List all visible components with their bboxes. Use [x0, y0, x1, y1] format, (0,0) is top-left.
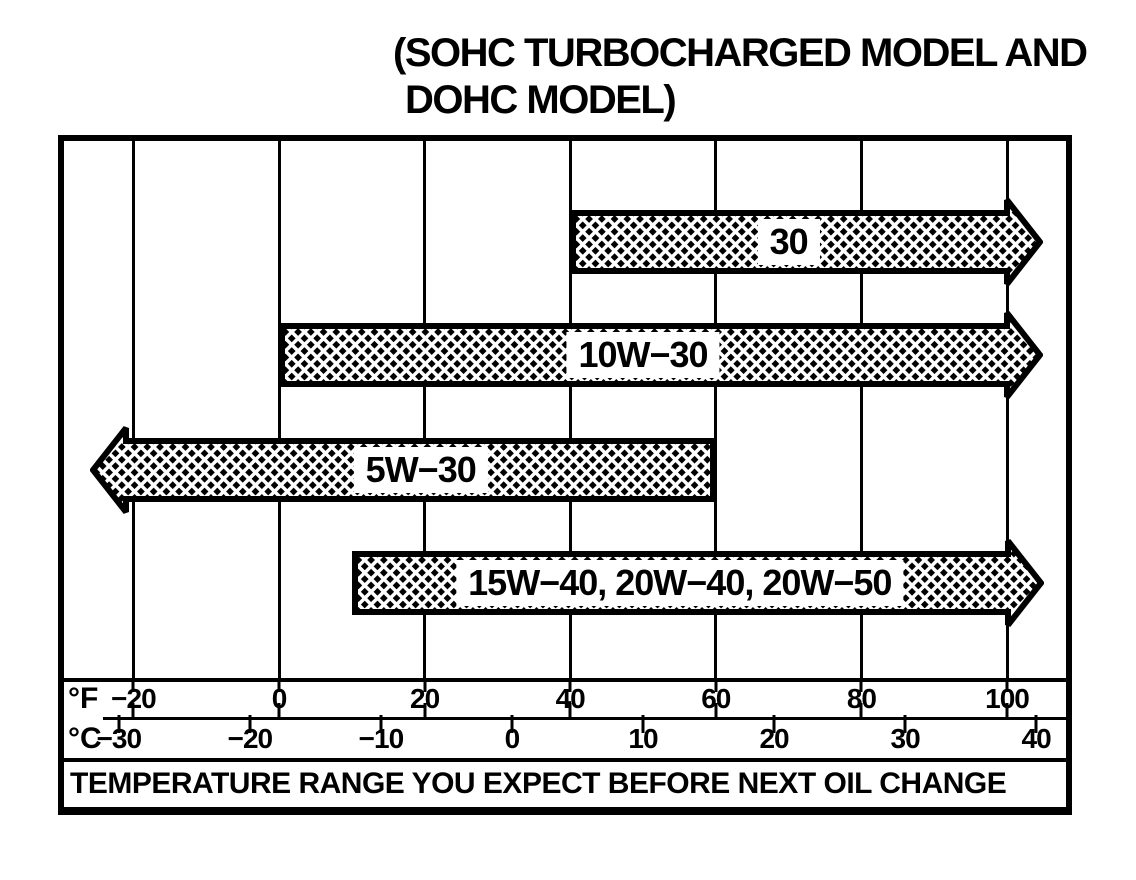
f-tick-mark: [568, 703, 572, 720]
f-tick-mark: [568, 682, 572, 692]
figure-title: (SOHC TURBOCHARGED MODEL AND DOHC MODEL): [393, 30, 1088, 124]
c-tick-mark: [641, 715, 645, 733]
arrow-label: 10W−30: [566, 332, 720, 378]
oil-range-arrow-2: 10W−30: [279, 309, 1043, 401]
arrow-label: 5W−30: [353, 447, 488, 493]
scale-top-line: [64, 678, 1066, 682]
gridline-0f: [277, 141, 281, 678]
gridline-60f: [714, 141, 718, 678]
c-tick-mark: [248, 715, 252, 733]
c-tick-mark: [1034, 715, 1038, 733]
celsius-scale-row: °C −30 −20 −10 0 10 20 30 40: [64, 720, 1066, 758]
c-tick-mark: [772, 715, 776, 733]
gridline-20f: [423, 141, 427, 678]
c-tick-mark: [379, 715, 383, 733]
f-tick-mark: [859, 682, 863, 692]
oil-range-arrow-1: 30: [570, 196, 1044, 288]
f-tick-mark: [714, 703, 718, 720]
gridline-80f: [859, 141, 863, 678]
c-tick-mark: [510, 715, 514, 733]
c-tick-label: 0: [504, 723, 521, 754]
f-tick-mark: [423, 703, 427, 720]
f-tick-mark: [277, 682, 281, 692]
plot-area: 30 10W−30 5W−30 15W−40, 20W−40, 20W−50: [64, 141, 1066, 678]
fahrenheit-scale-row: °F −20 0 20 40 60 80 100: [64, 681, 1066, 718]
scale-divider-line: [103, 717, 1066, 720]
oil-range-arrow-4: 15W−40, 20W−40, 20W−50: [351, 537, 1044, 629]
fahrenheit-unit-label: °F: [68, 682, 99, 715]
oil-range-arrow-3: 5W−30: [89, 424, 716, 516]
f-tick-mark: [859, 703, 863, 720]
f-tick-label: 0: [271, 683, 288, 714]
caption-bar: TEMPERATURE RANGE YOU EXPECT BEFORE NEXT…: [64, 758, 1066, 807]
gridline-100f: [1005, 141, 1009, 678]
f-tick-mark: [714, 682, 718, 692]
gridline--20f: [131, 141, 135, 678]
f-tick-mark: [131, 682, 135, 692]
oil-viscosity-chart: 30 10W−30 5W−30 15W−40, 20W−40, 20W−50 °F −…: [58, 135, 1072, 815]
figure-title-line-2: DOHC MODEL): [405, 78, 677, 122]
c-tick-mark: [903, 715, 907, 733]
arrow-label: 30: [757, 219, 820, 265]
arrow-label: 15W−40, 20W−40, 20W−50: [456, 560, 904, 606]
f-tick-mark: [131, 703, 135, 720]
c-tick-mark: [117, 715, 121, 733]
f-tick-mark: [1005, 703, 1009, 720]
f-tick-mark: [1005, 682, 1009, 692]
caption-text: TEMPERATURE RANGE YOU EXPECT BEFORE NEXT…: [70, 767, 1007, 800]
figure-title-line-1: (SOHC TURBOCHARGED MODEL AND: [393, 31, 1088, 75]
celsius-unit-label: °C: [68, 722, 102, 755]
gridline-40f: [568, 141, 572, 678]
f-tick-mark: [277, 703, 281, 720]
f-tick-mark: [423, 682, 427, 692]
